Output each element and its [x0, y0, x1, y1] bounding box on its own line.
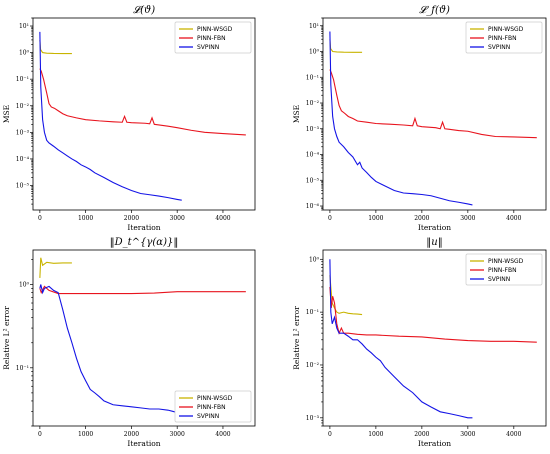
y-tick-label: 10⁻¹: [306, 74, 319, 81]
chart-panel-1: 𝓛(ϑ) 0 1000 2000 3000 4000 10⁻⁵ 10⁻⁴ 10⁻³ 10⁻² 10⁻…: [2, 5, 256, 232]
legend: PINN-WSGD PINN-FBN SVPINN: [174, 21, 252, 54]
x-tick-label: 4000: [215, 215, 230, 222]
x-tick-label: 3000: [170, 431, 185, 438]
y-tick-label: 10⁻³: [16, 129, 30, 136]
legend-label: PINN-FBN: [197, 404, 226, 411]
y-tick-label: 10⁻³: [306, 126, 320, 133]
series-line-svpinn: [39, 31, 182, 201]
x-axis-label: Iteration: [418, 223, 451, 232]
plot-frame: [322, 17, 547, 211]
series-line-pinn-wsgd: [329, 275, 363, 316]
y-tick-label: 10⁰: [19, 50, 30, 57]
legend-label: SVPINN: [197, 413, 219, 420]
y-tick-label: 10⁻⁴: [306, 152, 320, 159]
x-tick-label: 0: [38, 215, 42, 222]
x-tick-label: 3000: [460, 215, 475, 222]
y-axis-label: Relative L² error: [2, 306, 11, 370]
y-tick-label: 10⁰: [309, 49, 320, 56]
series-line-pinn-fbn: [329, 286, 537, 343]
legend-label: PINN-FBN: [488, 35, 517, 42]
x-tick-label: 4000: [506, 431, 521, 438]
y-tick-label: 10¹: [19, 23, 29, 30]
series-line-svpinn: [329, 259, 473, 419]
x-tick-label: 1000: [368, 215, 383, 222]
x-tick-label: 2000: [414, 215, 429, 222]
legend-label: PINN-FBN: [197, 35, 226, 42]
x-tick-label: 4000: [506, 215, 521, 222]
x-tick-label: 2000: [124, 215, 139, 222]
legend-label: SVPINN: [197, 44, 219, 51]
chart-title: ‖u‖: [426, 237, 442, 248]
x-tick-label: 3000: [460, 431, 475, 438]
legend-label: SVPINN: [488, 276, 510, 283]
legend-label: PINN-WSGD: [197, 395, 233, 402]
y-tick-label: 10¹: [309, 23, 319, 30]
series-line-pinn-wsgd: [39, 39, 72, 55]
x-tick-label: 1000: [368, 431, 383, 438]
x-tick-label: 0: [38, 431, 42, 438]
y-tick-label: 10⁻⁶: [306, 203, 320, 210]
legend-label: PINN-WSGD: [488, 258, 524, 265]
series-line-pinn-wsgd: [329, 39, 363, 53]
plot-frame: [32, 249, 256, 427]
series-line-svpinn: [329, 31, 473, 206]
chart-title: ‖D_t^{γ(α)}‖: [110, 237, 179, 248]
series-line-pinn-fbn: [39, 68, 246, 136]
chart-panel-2: 𝓛_f(ϑ) 0 1000 2000 3000 4000 10⁻⁶ 10⁻⁵ 10⁻⁴ 10⁻³ 1…: [292, 5, 547, 232]
x-tick-label: 0: [328, 431, 332, 438]
y-axis-label: Relative L² error: [292, 306, 301, 370]
x-tick-label: 3000: [170, 215, 185, 222]
y-tick-label: 10⁻²: [306, 100, 320, 107]
legend-label: PINN-WSGD: [488, 26, 524, 33]
series-line-svpinn: [39, 284, 182, 414]
y-tick-label: 10⁻⁵: [16, 183, 30, 190]
legend: PINN-WSGD PINN-FBN SVPINN: [465, 253, 543, 286]
legend: PINN-WSGD PINN-FBN SVPINN: [465, 21, 543, 54]
x-tick-label: 2000: [414, 431, 429, 438]
plot-frame: [322, 249, 547, 427]
y-axis-label: MSE: [2, 105, 11, 123]
x-tick-label: 1000: [78, 215, 93, 222]
x-tick-label: 4000: [215, 431, 230, 438]
y-tick-label: 10⁻¹: [16, 365, 29, 372]
x-axis-label: Iteration: [418, 439, 451, 448]
y-tick-label: 10⁻¹: [16, 76, 29, 83]
series-line-pinn-fbn: [329, 69, 537, 139]
y-tick-label: 10⁻²: [306, 362, 320, 369]
legend: PINN-WSGD PINN-FBN SVPINN: [174, 390, 252, 423]
x-tick-label: 0: [328, 215, 332, 222]
series-line-pinn-fbn: [39, 285, 246, 295]
y-tick-label: 10⁻³: [306, 415, 320, 422]
chart-panel-4: ‖u‖ 0 1000 2000 3000 4000 10⁻³ 10⁻² 10⁻¹ 10⁰ Itera…: [292, 237, 547, 448]
y-tick-label: 10⁻⁵: [306, 177, 320, 184]
legend-label: PINN-WSGD: [197, 26, 233, 33]
y-tick-label: 10⁻⁴: [16, 156, 30, 163]
x-axis-label: Iteration: [127, 223, 160, 232]
chart-panel-3: ‖D_t^{γ(α)}‖ 0 1000 2000 3000 4000 10⁻¹ 10⁰ Iter…: [2, 237, 256, 448]
y-axis-label: MSE: [292, 105, 301, 123]
y-tick-label: 10⁻²: [16, 103, 30, 110]
series-line-pinn-wsgd: [39, 257, 72, 278]
x-tick-label: 2000: [124, 431, 139, 438]
chart-title: 𝓛(ϑ): [133, 5, 155, 16]
y-tick-label: 10⁻¹: [306, 309, 319, 316]
legend-label: PINN-FBN: [488, 267, 517, 274]
y-tick-label: 10⁰: [19, 282, 30, 289]
chart-title: 𝓛_f(ϑ): [419, 5, 450, 16]
y-tick-label: 10⁰: [309, 256, 320, 263]
x-tick-label: 1000: [78, 431, 93, 438]
x-axis-label: Iteration: [127, 439, 160, 448]
legend-label: SVPINN: [488, 44, 510, 51]
